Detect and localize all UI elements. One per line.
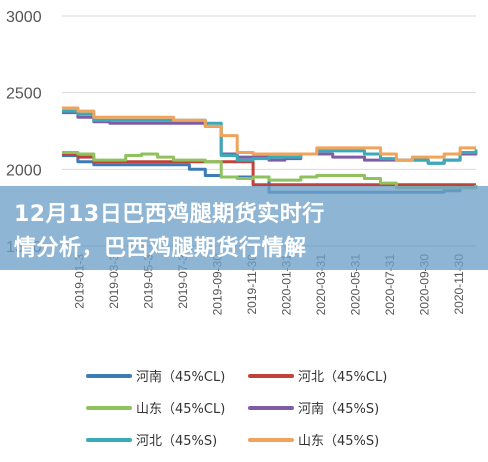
series-line-2 <box>62 151 478 190</box>
legend-label: 河南（45%S) <box>298 401 379 417</box>
legend: 河南（45%CL) 河北（45%CL) 山东（45%CL) 河南（45%S) 河北（45… <box>86 369 387 449</box>
legend-label: 山东（45%S) <box>298 434 379 449</box>
series-line-5 <box>62 106 476 162</box>
title-banner: 12月13日巴西鸡腿期货实时行 情分析，巴西鸡腿期货行情解 <box>0 186 488 270</box>
series-line-4 <box>62 109 478 165</box>
legend-label: 河南（45%CL) <box>136 369 225 385</box>
legend-label: 河北（45%S) <box>136 434 217 449</box>
series-lines <box>62 106 478 194</box>
legend-label: 河北（45%CL) <box>298 370 387 385</box>
y-tick-label: 3000 <box>6 9 42 26</box>
series-line-1 <box>62 152 476 187</box>
page-title: 12月13日巴西鸡腿期货实时行 情分析，巴西鸡腿期货行情解 <box>14 202 325 261</box>
y-tick-label: 2000 <box>6 162 42 179</box>
y-tick-label: 2500 <box>6 86 42 103</box>
legend-label: 山东（45%CL) <box>136 402 225 417</box>
